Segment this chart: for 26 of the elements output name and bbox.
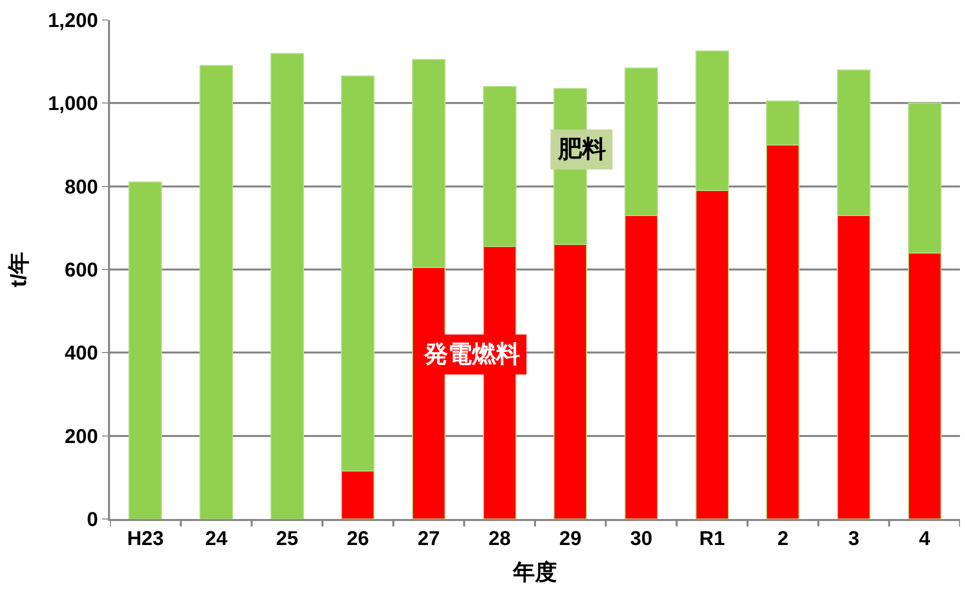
y-axis-title: t/年 — [6, 252, 32, 288]
x-tick-label: 27 — [418, 528, 440, 550]
x-tick-label: 24 — [205, 528, 228, 550]
y-tick-label: 400 — [64, 342, 98, 365]
x-tick-label: 3 — [848, 528, 860, 550]
bar — [270, 52, 304, 519]
y-tick-label: 1,200 — [48, 10, 98, 32]
y-tick-label: 200 — [64, 426, 98, 448]
y-tick-label: 1,000 — [48, 93, 98, 116]
y-tick-label: 600 — [64, 260, 98, 282]
x-tick-label: 26 — [346, 528, 370, 550]
series-label: 発電燃料 — [423, 341, 520, 368]
x-tick-label: 28 — [488, 528, 511, 550]
x-tick-label: 30 — [630, 528, 652, 550]
x-tick-label: 2 — [777, 528, 788, 550]
bar — [128, 182, 162, 519]
x-axis-title: 年度 — [512, 559, 557, 584]
y-tick-label: 0 — [86, 509, 98, 531]
x-tick-label: R1 — [699, 528, 725, 550]
bar — [199, 65, 234, 519]
y-tick-label: 800 — [64, 176, 98, 198]
series-label: 肥料 — [557, 136, 606, 163]
x-tick-label: H23 — [127, 528, 164, 550]
x-tick-label: 25 — [276, 528, 298, 550]
x-tick-label: 4 — [919, 528, 932, 550]
x-tick-label: 29 — [559, 528, 582, 550]
